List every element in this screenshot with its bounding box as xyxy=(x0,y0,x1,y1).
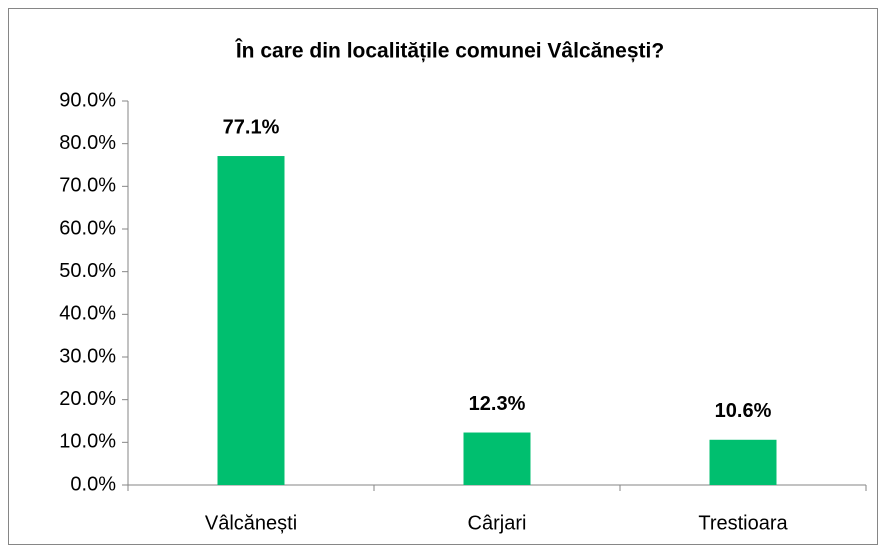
y-tick-label: 60.0% xyxy=(59,217,116,239)
data-label: 77.1% xyxy=(223,116,280,138)
bar xyxy=(463,432,531,485)
x-tick-label: Vâlcănești xyxy=(205,512,297,534)
y-tick-label: 70.0% xyxy=(59,175,116,197)
y-tick-label: 20.0% xyxy=(59,388,116,410)
y-tick-label: 0.0% xyxy=(70,473,116,495)
chart-title: În care din localitățile comunei Vâlcăne… xyxy=(235,39,664,63)
bar xyxy=(217,156,285,486)
y-tick-label: 30.0% xyxy=(59,345,116,367)
x-tick-label: Trestioara xyxy=(698,512,788,534)
y-tick-label: 10.0% xyxy=(59,431,116,453)
y-tick-label: 40.0% xyxy=(59,303,116,325)
y-tick-label: 90.0% xyxy=(59,89,116,111)
y-tick-label: 50.0% xyxy=(59,260,116,282)
x-tick-label: Cârjari xyxy=(468,512,527,534)
bar xyxy=(709,439,777,485)
data-label: 10.6% xyxy=(715,400,772,422)
y-tick-label: 80.0% xyxy=(59,132,116,154)
data-label: 12.3% xyxy=(469,393,526,415)
